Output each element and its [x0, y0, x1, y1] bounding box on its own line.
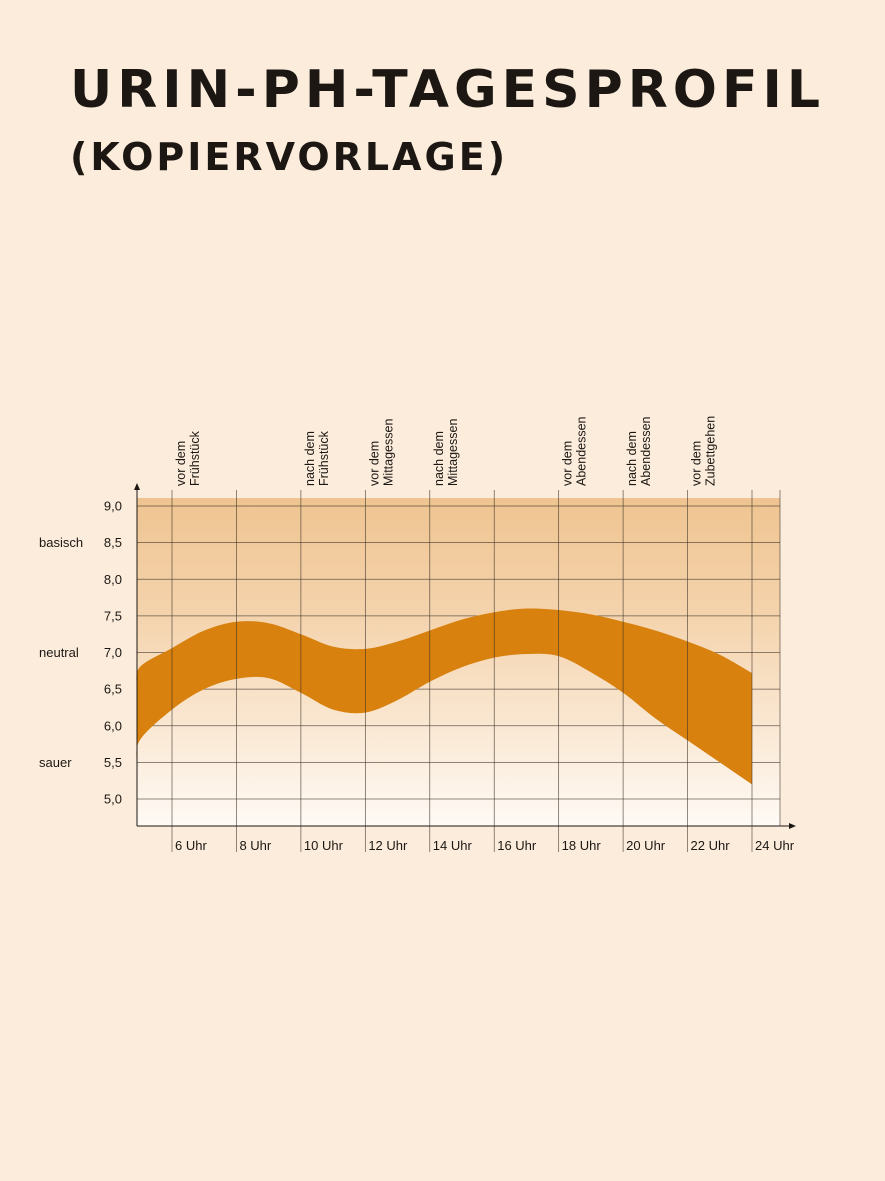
- meal-label-line: Mittagessen: [381, 419, 395, 486]
- meal-label-line: nach dem: [625, 431, 639, 486]
- x-tick-label: 20 Uhr: [626, 838, 666, 853]
- y-tick-label: 5,5: [104, 755, 122, 770]
- x-tick-label: 16 Uhr: [497, 838, 537, 853]
- y-axis-arrow: [134, 483, 140, 490]
- meal-label: vor dem Abendessen: [561, 416, 589, 486]
- meal-label-line: Frühstück: [317, 430, 331, 486]
- meal-label: nach dem Mittagessen: [432, 419, 460, 486]
- y-tick-label: 7,5: [104, 608, 122, 623]
- y-tick-label: 8,5: [104, 535, 122, 550]
- zone-label: neutral: [39, 645, 79, 660]
- meal-label: vor dem Frühstück: [174, 430, 202, 486]
- zone-label: basisch: [39, 535, 83, 550]
- x-tick-label: 14 Uhr: [433, 838, 473, 853]
- y-tick-label: 8,0: [104, 572, 122, 587]
- y-tick-labels: 9,0 8,5 8,0 7,5 7,0 6,5 6,0 5,5 5,0: [104, 499, 122, 807]
- y-tick-label: 5,0: [104, 792, 122, 807]
- meal-label: vor dem Mittagessen: [367, 419, 395, 486]
- meal-label-line: Abendessen: [575, 416, 589, 486]
- y-tick-label: 7,0: [104, 645, 122, 660]
- meal-label-line: Frühstück: [188, 430, 202, 486]
- x-axis-arrow: [789, 823, 796, 829]
- meal-label-line: vor dem: [561, 441, 575, 486]
- x-tick-label: 6 Uhr: [175, 838, 207, 853]
- y-tick-label: 6,5: [104, 682, 122, 697]
- x-tick-label: 22 Uhr: [691, 838, 731, 853]
- x-tick-labels: 6 Uhr 8 Uhr 10 Uhr 12 Uhr 14 Uhr 16 Uhr 18 Uhr…: [175, 838, 795, 853]
- axes: [134, 483, 796, 829]
- meal-label-line: vor dem: [174, 441, 188, 486]
- y-tick-label: 9,0: [104, 499, 122, 514]
- ph-band: [136, 608, 752, 785]
- y-tick-label: 6,0: [104, 718, 122, 733]
- ph-band-layer: [136, 608, 752, 785]
- x-tick-label: 12 Uhr: [368, 838, 408, 853]
- zone-label: sauer: [39, 755, 72, 770]
- meal-label: vor dem Zubettgehen: [690, 416, 718, 486]
- x-tick-label: 8 Uhr: [239, 838, 271, 853]
- x-tick-label: 18 Uhr: [562, 838, 602, 853]
- meal-label-line: Zubettgehen: [704, 416, 718, 486]
- meal-label-line: Mittagessen: [446, 419, 460, 486]
- meal-label-line: vor dem: [367, 441, 381, 486]
- page-subtitle: (KOPIERVORLAGE): [70, 135, 509, 179]
- vertical-gridlines: [171, 490, 781, 852]
- x-tick-label: 24 Uhr: [755, 838, 795, 853]
- meal-labels: vor dem Frühstück nach dem Frühstück vor dem…: [174, 416, 718, 486]
- meal-label: nach dem Abendessen: [625, 416, 653, 486]
- meal-label-line: Abendessen: [639, 416, 653, 486]
- zone-labels: basisch neutral sauer: [39, 535, 83, 770]
- meal-label-line: nach dem: [432, 431, 446, 486]
- meal-label-line: nach dem: [303, 431, 317, 486]
- meal-label-line: vor dem: [690, 441, 704, 486]
- meal-label: nach dem Frühstück: [303, 430, 331, 486]
- x-tick-label: 10 Uhr: [304, 838, 344, 853]
- page-title: URIN-PH-TAGESPROFIL: [70, 60, 825, 120]
